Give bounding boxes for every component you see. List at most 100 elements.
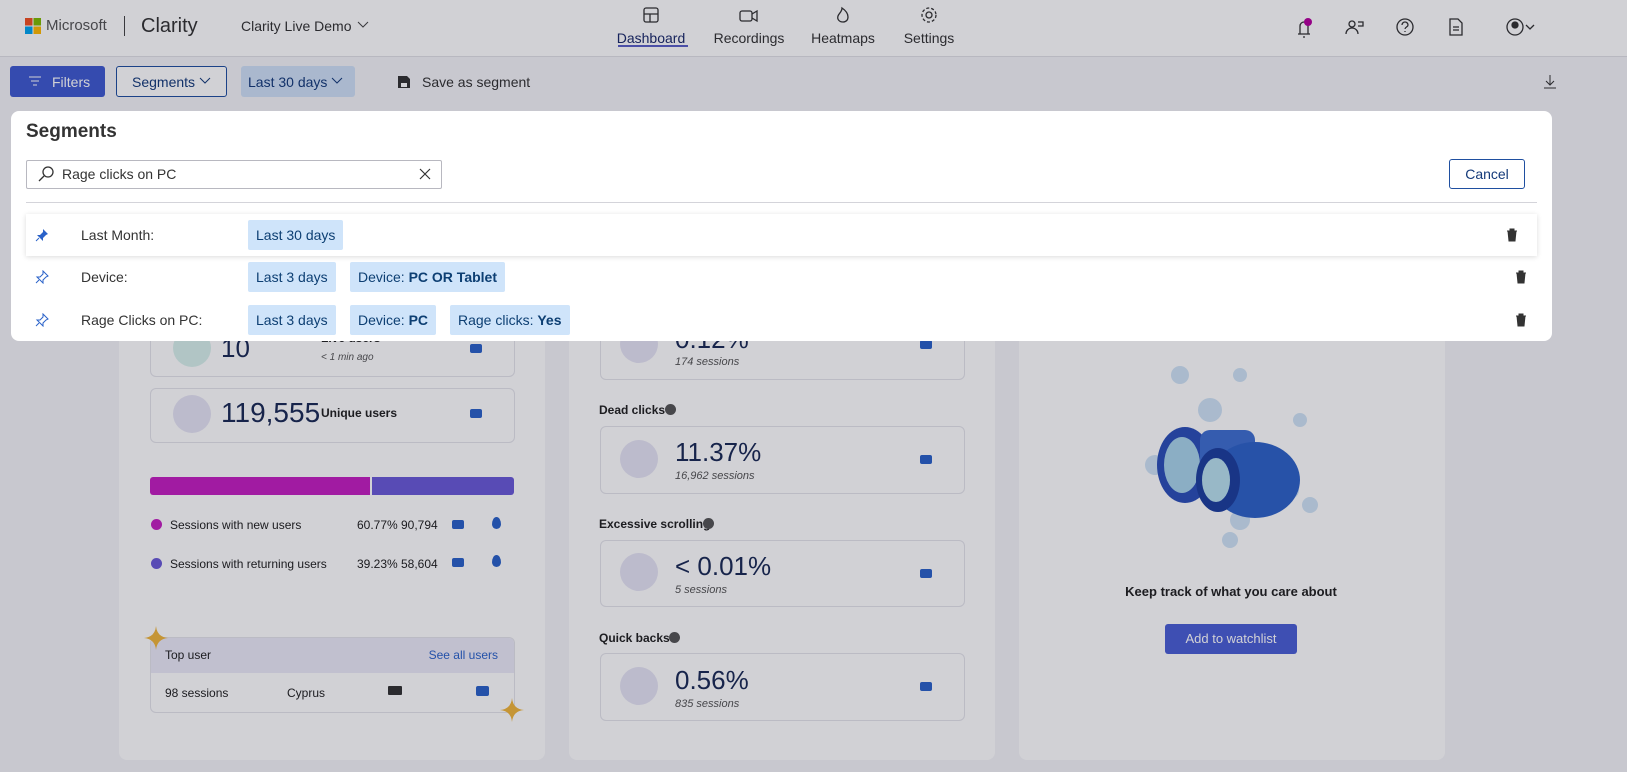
- filters-button[interactable]: [10, 66, 105, 97]
- see-all-users[interactable]: See all users: [428, 648, 498, 662]
- pin-icon[interactable]: [35, 269, 49, 289]
- video-icon[interactable]: [452, 558, 464, 567]
- video-icon[interactable]: [920, 455, 932, 464]
- ms-logo: [25, 18, 41, 34]
- video-icon[interactable]: [452, 520, 464, 529]
- save-segment[interactable]: Save as segment: [422, 74, 531, 90]
- filter-chip[interactable]: Last 3 days: [248, 262, 336, 292]
- segments-button[interactable]: [116, 66, 227, 97]
- chip-value: PC: [408, 312, 429, 328]
- metric-value: 0.56%: [675, 665, 749, 695]
- heatmap-icon[interactable]: [492, 517, 501, 529]
- nav-underline: [618, 45, 688, 47]
- metric-label: Quick backs: [599, 631, 670, 645]
- icon: [620, 440, 658, 478]
- divider: [124, 16, 125, 36]
- info-icon[interactable]: [665, 404, 676, 415]
- video-icon[interactable]: [920, 569, 932, 578]
- legend-count: 58,604: [401, 557, 438, 571]
- chip-label: Device:: [358, 269, 405, 285]
- video-icon[interactable]: [470, 409, 482, 418]
- info-icon[interactable]: [669, 632, 680, 643]
- pin-icon[interactable]: [35, 228, 49, 247]
- watch-text: Keep track of what you care about: [1125, 584, 1337, 599]
- unique-value: 119,555: [221, 397, 321, 428]
- delete-icon[interactable]: [1506, 228, 1518, 247]
- delete-icon[interactable]: [1515, 313, 1527, 332]
- chip-label: Device:: [358, 312, 405, 328]
- chip-value: PC OR Tablet: [408, 269, 497, 285]
- video-icon[interactable]: [920, 340, 932, 349]
- metric-sessions: 174 sessions: [675, 356, 740, 368]
- panel-title: Segments: [26, 121, 117, 142]
- metric-sessions: 835 sessions: [675, 698, 740, 710]
- filter-chip[interactable]: Device: PC: [350, 305, 437, 335]
- video-icon[interactable]: [920, 682, 932, 691]
- search-icon: [38, 166, 54, 182]
- icon: [620, 553, 658, 591]
- search-box[interactable]: [26, 160, 442, 189]
- icon: [173, 395, 211, 433]
- cancel-button[interactable]: Cancel: [1449, 159, 1525, 189]
- top-user-sessions: 98 sessions: [165, 686, 229, 700]
- info-icon[interactable]: [703, 518, 714, 529]
- header-icons: [1298, 18, 1535, 38]
- metric-label: Dead clicks: [599, 403, 666, 417]
- nav-icons: [643, 6, 937, 23]
- chip-label: Last 3 days: [256, 312, 328, 328]
- nav-item[interactable]: Recordings: [713, 30, 785, 46]
- id-icon[interactable]: [476, 686, 489, 696]
- legend-pct: 39.23%: [357, 557, 398, 571]
- metric-box: [600, 426, 965, 494]
- new-bar: [150, 477, 370, 495]
- metric-value: 11.37%: [675, 437, 762, 467]
- metric-sessions: 16,962 sessions: [675, 470, 755, 482]
- chevron: [331, 77, 343, 84]
- add-watchlist-button[interactable]: Add to watchlist: [1165, 624, 1297, 654]
- legend-label: Sessions with new users: [170, 518, 302, 532]
- sparkle: [144, 626, 168, 650]
- nav-item[interactable]: Dashboard: [616, 30, 686, 46]
- top-user-box: [150, 637, 515, 713]
- segments-label: Segments: [132, 74, 196, 90]
- filter-icon: [29, 76, 41, 86]
- top-user-country: Cyprus: [287, 686, 326, 700]
- nav-item[interactable]: Settings: [903, 30, 955, 46]
- binoculars-illustration: [1145, 366, 1318, 548]
- video-icon[interactable]: [470, 344, 482, 353]
- metric-box: [600, 540, 965, 607]
- filter-chip[interactable]: Rage clicks: Yes: [450, 305, 570, 335]
- legend-dot: [151, 558, 162, 569]
- chip-value: Yes: [537, 312, 562, 328]
- chevron: [357, 21, 369, 28]
- filters-label: Filters: [52, 74, 91, 90]
- chip-label: Last 3 days: [256, 269, 328, 285]
- filter-chip[interactable]: Last 30 days: [248, 220, 344, 250]
- heatmap-icon[interactable]: [492, 555, 501, 567]
- clear-icon[interactable]: [419, 168, 431, 180]
- legend-pct: 60.77%: [357, 518, 398, 532]
- legend-dot: [151, 519, 162, 530]
- metric-label: Excessive scrolling: [599, 517, 711, 531]
- search-text: Rage clicks on PC: [62, 166, 177, 182]
- device-icon: [388, 686, 402, 695]
- delete-icon[interactable]: [1515, 270, 1527, 289]
- top-user-head: [151, 638, 514, 673]
- save-icon: [398, 76, 410, 88]
- metric-box: [600, 653, 965, 721]
- filter-chip[interactable]: Device: PC OR Tablet: [350, 262, 505, 292]
- segment-name: Last Month:: [81, 227, 155, 243]
- chip-label: Rage clicks:: [458, 312, 534, 328]
- returning-bar: [372, 477, 514, 495]
- chip-label: Last 30 days: [256, 227, 336, 243]
- download-icon[interactable]: [1543, 74, 1557, 90]
- filter-chip[interactable]: Last 3 days: [248, 305, 336, 335]
- segment-name: Rage Clicks on PC:: [81, 312, 203, 328]
- brand: Microsoft: [46, 17, 107, 34]
- pin-icon[interactable]: [35, 312, 49, 332]
- nav-item[interactable]: Heatmaps: [811, 30, 875, 46]
- sparkle: [500, 698, 524, 722]
- header: [0, 0, 1627, 57]
- project-picker[interactable]: Clarity Live Demo: [241, 18, 352, 34]
